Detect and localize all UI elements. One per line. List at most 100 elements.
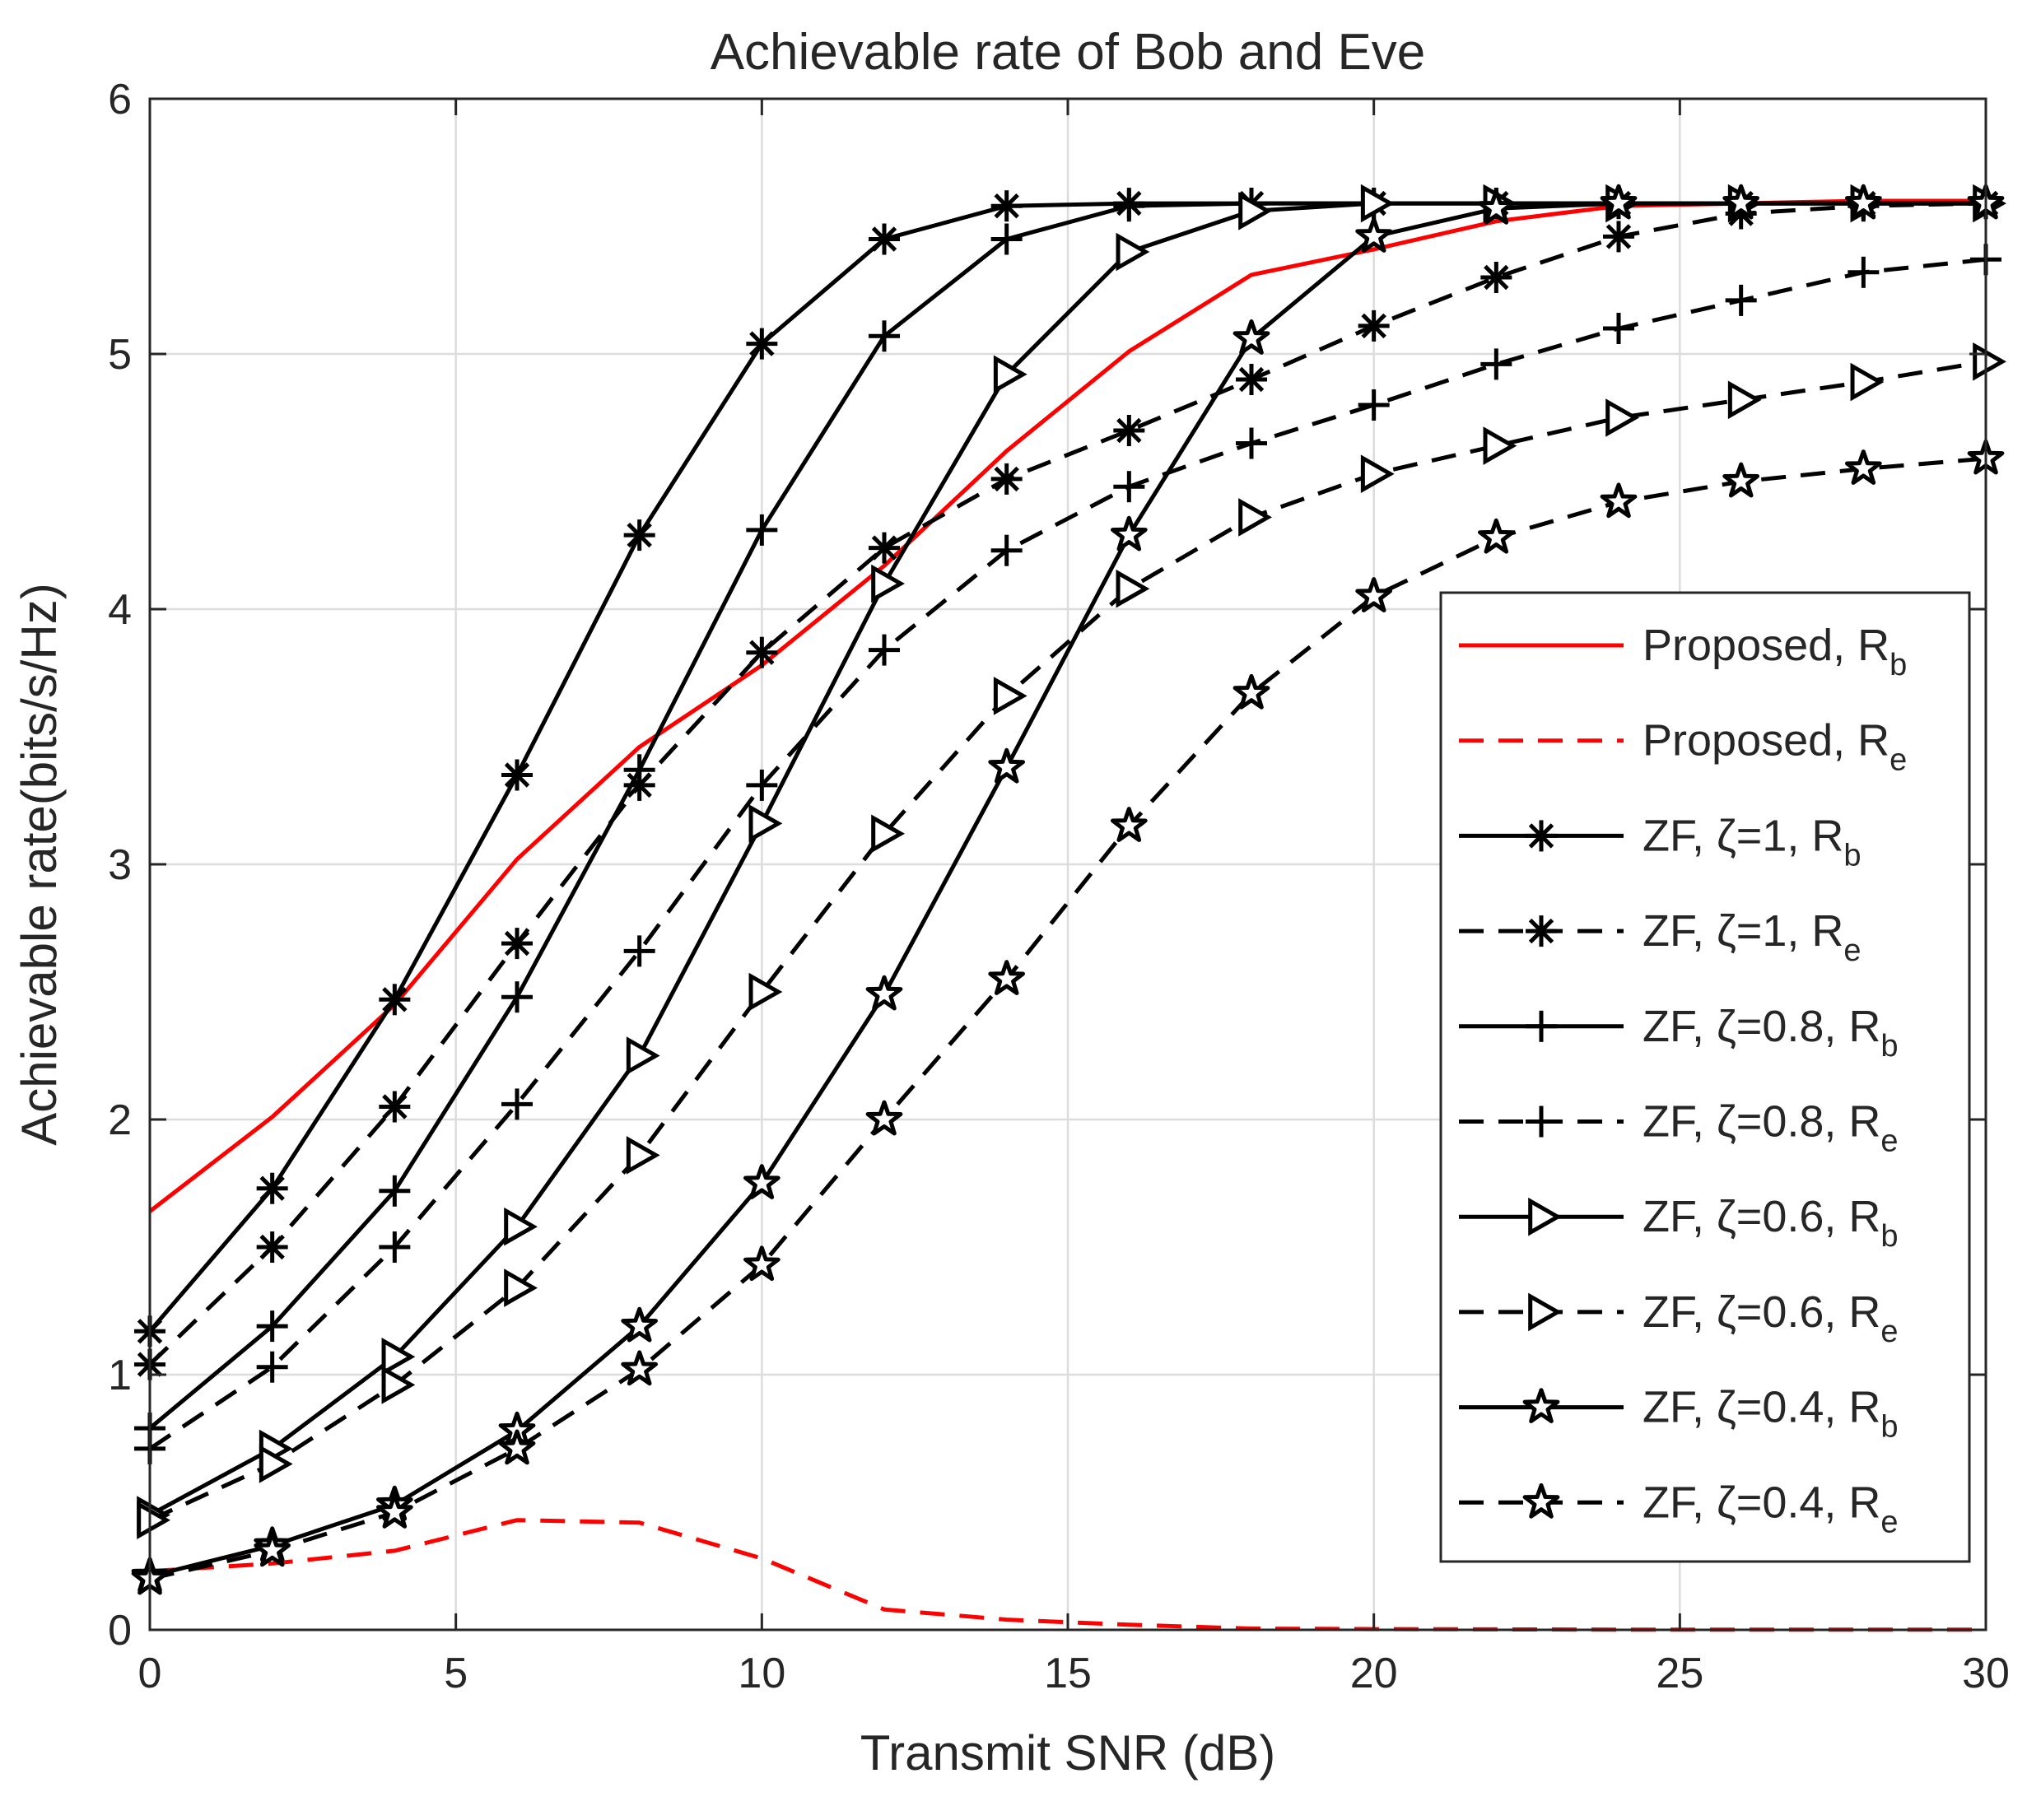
y-tick-label: 1	[108, 1352, 132, 1399]
data-point-marker	[381, 1366, 416, 1404]
x-tick-label: 25	[1656, 1650, 1703, 1697]
data-point-marker	[621, 1350, 658, 1386]
data-point-marker	[748, 804, 783, 843]
data-point-marker	[1360, 184, 1395, 223]
legend-marker	[1526, 1105, 1557, 1138]
data-point-marker	[990, 463, 1023, 495]
data-point-marker	[1111, 807, 1148, 842]
data-point-marker	[254, 1531, 291, 1567]
data-point-marker	[501, 981, 533, 1013]
data-point-marker	[256, 1172, 288, 1204]
data-point-marker	[623, 754, 655, 786]
x-tick-label: 30	[1962, 1650, 2010, 1697]
data-point-marker	[869, 634, 900, 666]
data-point-marker	[501, 1088, 533, 1120]
y-tick-label: 5	[108, 331, 132, 379]
data-point-marker	[746, 636, 778, 668]
data-point-marker	[498, 1429, 536, 1465]
data-point-marker	[746, 769, 778, 801]
data-point-marker	[743, 1245, 781, 1282]
data-point-marker	[379, 984, 411, 1016]
data-point-marker	[1483, 426, 1517, 465]
x-tick-label: 5	[444, 1650, 468, 1697]
chart-title: Achievable rate of Bob and Eve	[711, 24, 1426, 81]
data-point-marker	[1600, 482, 1638, 519]
data-point-marker	[379, 1175, 411, 1207]
data-point-marker	[869, 320, 900, 352]
y-tick-label: 2	[108, 1096, 132, 1144]
data-point-marker	[990, 223, 1023, 255]
series-line	[149, 456, 1987, 1581]
data-point-marker	[1480, 262, 1512, 293]
y-axis-title: Achievable rate(bits/s/Hz)	[12, 583, 67, 1146]
data-point-marker	[988, 960, 1025, 995]
data-point-marker	[256, 1231, 288, 1263]
data-point-marker	[1113, 190, 1145, 222]
data-point-marker	[1600, 184, 1638, 220]
data-point-marker	[1113, 415, 1145, 446]
data-point-marker	[748, 972, 783, 1012]
series-8	[137, 342, 2006, 1540]
data-point-marker	[743, 1164, 781, 1199]
x-axis-title: Transmit SNR (dB)	[860, 1725, 1276, 1780]
data-point-marker	[1238, 498, 1272, 537]
data-point-marker	[501, 759, 533, 791]
y-tick-label: 3	[108, 841, 132, 889]
data-point-marker	[1111, 515, 1148, 552]
y-tick-label: 4	[108, 586, 132, 634]
series-line	[149, 201, 1986, 1579]
data-point-marker	[379, 1231, 411, 1263]
x-tick-label: 0	[138, 1650, 162, 1697]
series-line	[148, 201, 1987, 1366]
data-point-marker	[504, 1268, 538, 1307]
data-point-marker	[746, 514, 778, 546]
data-point-marker	[1845, 449, 1882, 485]
data-point-marker	[504, 1207, 538, 1246]
data-point-marker	[1236, 427, 1267, 459]
data-point-marker	[1480, 348, 1512, 380]
data-point-marker	[623, 935, 655, 967]
data-point-marker	[1116, 569, 1150, 608]
data-point-marker	[1722, 462, 1759, 498]
data-point-marker	[1850, 362, 1885, 402]
data-point-marker	[988, 747, 1025, 784]
data-point-marker	[993, 677, 1027, 715]
data-point-marker	[1478, 518, 1515, 554]
ticks: 0 5 10 15 20 25 30 0 1 2 3 4 5 6	[108, 76, 2010, 1697]
data-point-marker	[1358, 310, 1390, 342]
data-point-marker	[871, 814, 905, 854]
legend-marker	[1528, 1197, 1562, 1236]
data-point-marker	[1605, 398, 1639, 437]
data-point-marker	[1233, 319, 1270, 355]
data-point-marker	[376, 1493, 413, 1529]
data-point-marker	[379, 1091, 411, 1123]
data-point-marker	[1355, 577, 1392, 612]
legend-marker	[1526, 1010, 1557, 1042]
data-point-marker	[869, 532, 900, 564]
data-point-marker	[1233, 673, 1270, 710]
data-point-marker	[256, 1351, 288, 1383]
legend-marker	[1522, 1483, 1560, 1519]
y-tick-label: 6	[108, 76, 132, 123]
data-point-marker	[869, 223, 900, 255]
data-point-marker	[1603, 313, 1634, 344]
data-point-marker	[865, 1100, 903, 1136]
data-point-marker	[746, 328, 778, 360]
x-tick-label: 15	[1044, 1650, 1092, 1697]
legend-marker	[1522, 1388, 1560, 1423]
data-point-marker	[1116, 232, 1150, 272]
data-point-marker	[259, 1445, 293, 1483]
legend-marker	[1526, 820, 1557, 852]
data-point-marker	[626, 1136, 660, 1175]
x-tick-label: 10	[738, 1650, 785, 1697]
data-point-marker	[1725, 284, 1757, 316]
data-point-marker	[1603, 221, 1634, 253]
data-point-marker	[993, 355, 1027, 394]
data-point-marker	[1360, 454, 1395, 494]
data-point-marker	[1113, 471, 1145, 503]
x-tick-label: 20	[1350, 1650, 1398, 1697]
data-point-marker	[623, 519, 655, 552]
data-point-marker	[1355, 217, 1392, 253]
